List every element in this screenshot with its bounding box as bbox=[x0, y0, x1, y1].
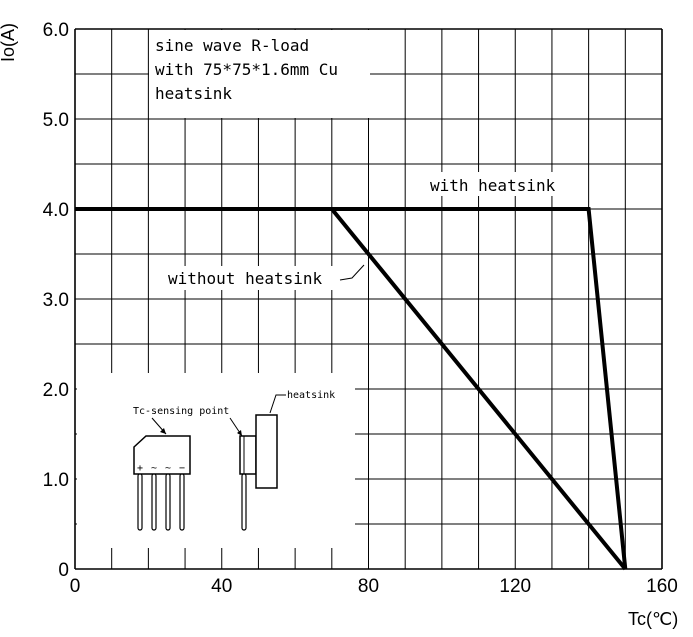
pin-mark-1: + bbox=[137, 463, 143, 474]
bridge-body-side bbox=[239, 435, 257, 475]
conditions-box bbox=[149, 30, 370, 118]
without-heatsink-line bbox=[75, 207, 627, 571]
x-tick-label: 160 bbox=[646, 576, 678, 597]
pin-mark-2: ~ bbox=[151, 463, 157, 474]
y-tick-label: 3.0 bbox=[43, 290, 69, 311]
conditions-line-3: heatsink bbox=[155, 84, 232, 103]
with-heatsink-label: with heatsink bbox=[430, 176, 556, 195]
side-pin bbox=[241, 473, 247, 531]
x-tick-label: 0 bbox=[70, 576, 81, 597]
y-tick-label: 6.0 bbox=[43, 20, 69, 41]
without-heatsink-label: without heatsink bbox=[168, 269, 322, 288]
y-tick-label: 5.0 bbox=[43, 110, 69, 131]
pin-mark-4: − bbox=[179, 463, 185, 474]
heatsink-plate bbox=[255, 414, 278, 489]
y-tick-label: 0 bbox=[58, 560, 69, 581]
with-heatsink-label-bg bbox=[424, 172, 586, 196]
y-tick-label: 2.0 bbox=[43, 380, 69, 401]
tc-arrow-head-1 bbox=[160, 428, 166, 434]
x-axis-label: Tc(℃) bbox=[628, 609, 678, 629]
series-layer bbox=[75, 207, 628, 571]
inset-diagram-area bbox=[77, 373, 355, 548]
x-tick-label: 120 bbox=[499, 576, 531, 597]
y-tick-label: 4.0 bbox=[43, 200, 69, 221]
without-heatsink-label-bg bbox=[164, 266, 346, 290]
y-axis-label: Io(A) bbox=[0, 23, 18, 62]
bridge-body-front bbox=[133, 435, 191, 475]
heatsink-leader bbox=[269, 394, 286, 414]
x-tick-label: 80 bbox=[358, 576, 379, 597]
conditions-line-1: sine wave R-load bbox=[155, 36, 309, 55]
y-tick-label: 1.0 bbox=[43, 470, 69, 491]
tc-sensing-point-label: Tc-sensing point bbox=[133, 406, 229, 417]
bridge-pins bbox=[137, 473, 185, 531]
heatsink-label: heatsink bbox=[287, 390, 335, 401]
pin-mark-3: ~ bbox=[165, 463, 171, 474]
x-tick-label: 40 bbox=[211, 576, 232, 597]
axis-ticks: 0 40 80 120 160 0 1.0 2.0 3.0 4.0 5.0 6.0 bbox=[43, 20, 678, 597]
without-heatsink-leader bbox=[339, 264, 365, 281]
component-diagram: Tc-sensing point heatsink + ~ ~ − bbox=[133, 390, 335, 531]
tc-arrow-head-2 bbox=[237, 430, 242, 436]
conditions-line-2: with 75*75*1.6mm Cu bbox=[155, 60, 338, 79]
